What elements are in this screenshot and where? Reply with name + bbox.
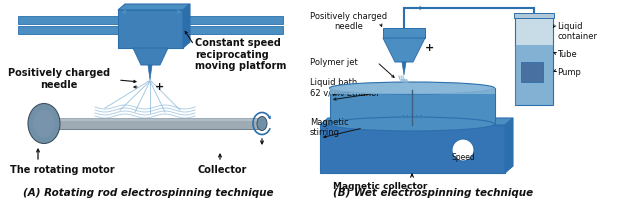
Text: The rotating motor: The rotating motor: [10, 165, 114, 175]
Polygon shape: [183, 4, 190, 48]
Ellipse shape: [452, 139, 474, 161]
Polygon shape: [402, 62, 406, 75]
Ellipse shape: [33, 110, 55, 137]
Polygon shape: [505, 118, 513, 173]
FancyBboxPatch shape: [521, 62, 543, 82]
FancyBboxPatch shape: [330, 88, 495, 124]
Text: (A) Rotating rod electrospinning technique: (A) Rotating rod electrospinning techniq…: [23, 188, 273, 198]
FancyBboxPatch shape: [320, 125, 505, 173]
Ellipse shape: [257, 117, 267, 130]
Text: Tube: Tube: [557, 50, 577, 59]
FancyBboxPatch shape: [515, 15, 553, 105]
Polygon shape: [118, 4, 190, 10]
Text: Speed: Speed: [451, 153, 475, 163]
Text: · · · · ·: · · · · ·: [402, 113, 422, 119]
Text: Liquid bath
62 v/v% Ethanol: Liquid bath 62 v/v% Ethanol: [310, 78, 379, 97]
Text: Collector: Collector: [198, 165, 247, 175]
Ellipse shape: [329, 82, 494, 94]
FancyBboxPatch shape: [330, 88, 495, 94]
Polygon shape: [383, 28, 425, 38]
Text: Pump: Pump: [557, 68, 581, 77]
Text: +: +: [425, 43, 434, 53]
Text: Constant speed
reciprocating
moving platform: Constant speed reciprocating moving plat…: [195, 38, 286, 71]
FancyBboxPatch shape: [18, 16, 283, 24]
Ellipse shape: [329, 117, 494, 131]
FancyBboxPatch shape: [118, 10, 183, 48]
FancyBboxPatch shape: [515, 45, 553, 105]
Text: Positively charged
needle: Positively charged needle: [8, 68, 110, 90]
Text: Magnetic collector: Magnetic collector: [333, 182, 427, 191]
Text: Liquid
container: Liquid container: [557, 22, 597, 41]
Text: +: +: [155, 82, 164, 92]
Polygon shape: [148, 65, 152, 80]
FancyBboxPatch shape: [514, 13, 554, 18]
Polygon shape: [383, 38, 425, 62]
Text: (B) Wet electrospinning technique: (B) Wet electrospinning technique: [333, 188, 533, 198]
Ellipse shape: [28, 103, 60, 144]
FancyBboxPatch shape: [18, 26, 283, 34]
Text: Polymer jet: Polymer jet: [310, 58, 358, 67]
FancyBboxPatch shape: [44, 118, 262, 129]
Polygon shape: [320, 118, 513, 125]
Text: Positively charged
needle: Positively charged needle: [310, 12, 387, 31]
Text: Magnetic
stirring: Magnetic stirring: [310, 118, 349, 137]
Polygon shape: [133, 48, 168, 65]
FancyBboxPatch shape: [44, 118, 262, 121]
